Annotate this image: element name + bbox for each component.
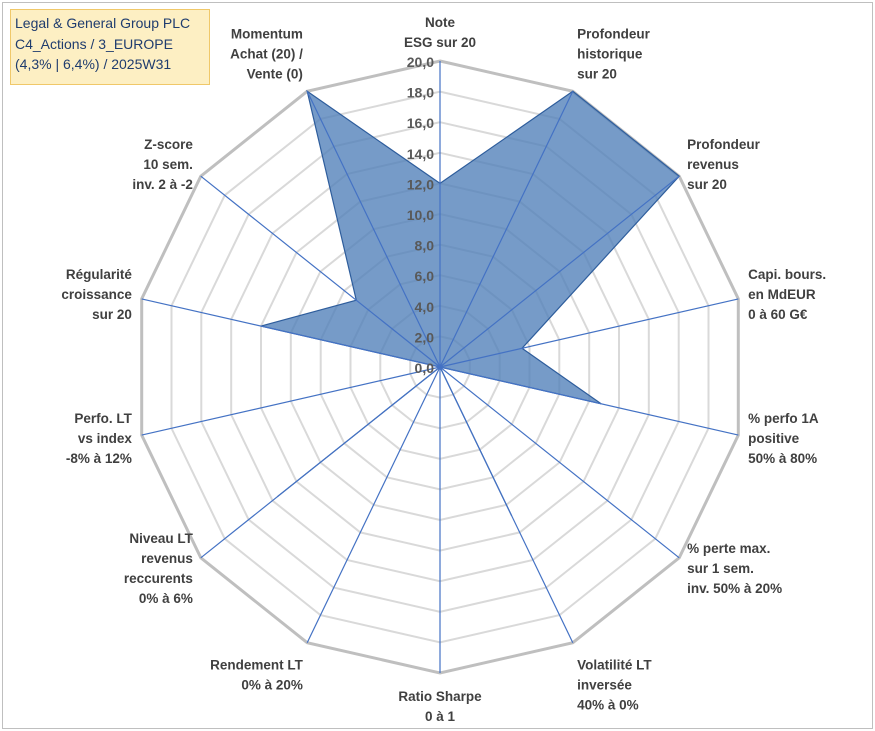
- axis-label-line: 0% à 20%: [241, 678, 303, 693]
- tick-label: 6,0: [415, 268, 435, 284]
- axis-label-line: vs index: [78, 431, 133, 446]
- axis-label-line: 40% à 0%: [577, 698, 639, 713]
- axis-label-line: sur 20: [92, 307, 132, 322]
- axis-label-line: Niveau LT: [129, 531, 193, 546]
- tick-label: 16,0: [407, 115, 434, 131]
- axis-label-line: Volatilité LT: [577, 658, 652, 673]
- axis-line: [141, 298, 441, 368]
- axis-line: [439, 366, 739, 436]
- axis-label-line: historique: [577, 46, 643, 61]
- axis-label: % perfo 1A positive 50% à 80%: [748, 411, 819, 466]
- axis-label-line: sur 20: [577, 66, 617, 81]
- axis-label-line: Perfo. LT: [74, 411, 132, 426]
- axis-label-line: Ratio Sharpe: [398, 689, 482, 704]
- axis-label: Ratio Sharpe 0 à 1: [398, 689, 482, 724]
- axis-label-line: 10 sem.: [143, 157, 193, 172]
- axis-label-line: 50% à 80%: [748, 451, 817, 466]
- tick-label: 20,0: [407, 54, 434, 70]
- axis-label-line: Profondeur: [577, 26, 650, 41]
- axis-label: Note ESG sur 20: [404, 15, 476, 50]
- axis-line: [439, 175, 680, 368]
- axis-label: Perfo. LT vs index -8% à 12%: [66, 411, 133, 466]
- axis-label-line: inv. 50% à 20%: [687, 581, 782, 596]
- axis-label: Rendement LT 0% à 20%: [210, 658, 304, 693]
- axis-line: [439, 298, 739, 368]
- axis-label-line: 0 à 1: [425, 709, 456, 724]
- tick-label: 10,0: [407, 207, 434, 223]
- axis-label-line: inversée: [577, 678, 632, 693]
- tick-label: 18,0: [407, 85, 434, 101]
- axis-label-line: % perfo 1A: [748, 411, 819, 426]
- axis-label: Momentum Achat (20) / Vente (0): [230, 26, 303, 81]
- axis-label-line: croissance: [61, 287, 132, 302]
- axis-label-line: Vente (0): [247, 66, 303, 81]
- axis-label-line: 0% à 6%: [139, 591, 193, 606]
- axis-label-line: positive: [748, 431, 800, 446]
- category-label: C4_Actions / 3_EUROPE: [15, 35, 173, 52]
- axis-line: [200, 175, 441, 368]
- axis-label: Capi. bours. en MdEUR 0 à 60 G€: [748, 267, 826, 322]
- tick-label: 8,0: [415, 238, 435, 254]
- axis-line: [306, 366, 441, 643]
- axis-label-line: reccurents: [124, 571, 193, 586]
- chart-title-box: Legal & General Group PLC C4_Actions / 3…: [10, 9, 210, 85]
- axis-label-line: Capi. bours.: [748, 267, 826, 282]
- axis-line: [439, 366, 680, 559]
- axis-line: [141, 366, 441, 436]
- axis-line: [200, 366, 441, 559]
- axis-line: [439, 366, 574, 643]
- axis-label-line: -8% à 12%: [66, 451, 132, 466]
- axis-label-line: Z-score: [144, 137, 193, 152]
- axis-label: Niveau LT revenus reccurents 0% à 6%: [124, 531, 194, 606]
- tick-label: 14,0: [407, 146, 434, 162]
- axis-label: Z-score 10 sem. inv. 2 à -2: [132, 137, 193, 192]
- axis-label-line: inv. 2 à -2: [132, 177, 193, 192]
- company-name: Legal & General Group PLC: [15, 15, 191, 31]
- axis-label-line: revenus: [141, 551, 193, 566]
- axis-label-line: Achat (20) /: [230, 46, 303, 61]
- period-label: (4,3% | 6,4%) / 2025W31: [15, 56, 172, 72]
- axis-label-line: 0 à 60 G€: [748, 307, 808, 322]
- axis-label: % perte max. sur 1 sem. inv. 50% à 20%: [687, 541, 782, 596]
- tick-label: 2,0: [415, 329, 435, 345]
- tick-label: 4,0: [415, 299, 435, 315]
- axis-label-line: ESG sur 20: [404, 35, 476, 50]
- tick-label: 12,0: [407, 176, 434, 192]
- tick-label: 0,0: [415, 360, 435, 376]
- axis-label-line: % perte max.: [687, 541, 770, 556]
- axis-label-line: sur 20: [687, 177, 727, 192]
- axis-label-line: Régularité: [66, 267, 133, 282]
- axis-label: Régularité croissance sur 20: [61, 267, 132, 322]
- axis-label-line: Profondeur: [687, 137, 760, 152]
- axis-label-line: en MdEUR: [748, 287, 816, 302]
- axis-label: Profondeur revenus sur 20: [687, 137, 760, 192]
- axis-line: [306, 91, 441, 368]
- axis-label: Volatilité LT inversée 40% à 0%: [577, 658, 652, 713]
- axis-line: [439, 91, 574, 368]
- axis-label-line: revenus: [687, 157, 739, 172]
- axis-label-line: sur 1 sem.: [687, 561, 754, 576]
- axis-label: Profondeur historique sur 20: [577, 26, 650, 81]
- axis-label-line: Momentum: [231, 26, 303, 41]
- axis-label-line: Note: [425, 15, 455, 30]
- axis-label-line: Rendement LT: [210, 658, 304, 673]
